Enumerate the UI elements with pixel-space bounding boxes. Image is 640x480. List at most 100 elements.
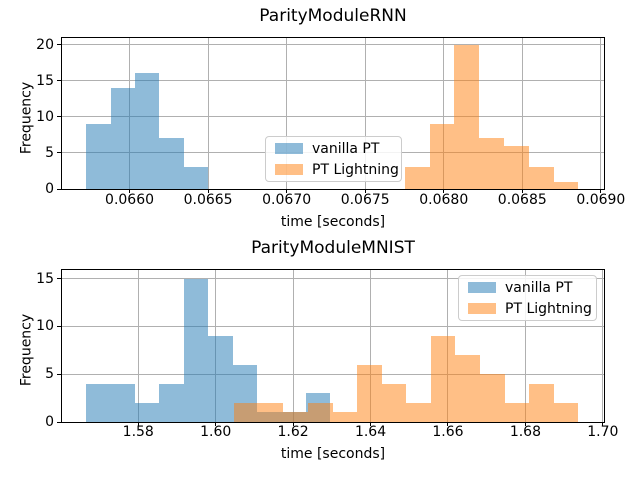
x-tick	[137, 422, 139, 426]
x-gridline	[521, 38, 523, 189]
x-tick	[602, 422, 604, 426]
legend-swatch-icon	[468, 282, 496, 293]
x-tick	[292, 422, 294, 426]
histogram-bar	[430, 335, 456, 422]
histogram-bar	[86, 123, 111, 189]
histogram-bar	[134, 402, 160, 422]
histogram-bar	[503, 145, 529, 189]
legend-swatch-icon	[468, 303, 496, 314]
histogram-bar	[429, 123, 455, 189]
legend-item: PT Lightning	[275, 162, 399, 178]
histogram-bar	[528, 167, 554, 189]
chart-title: ParityModuleRNN	[259, 6, 407, 26]
legend: vanilla PT PT Lightning	[265, 136, 402, 182]
y-tick-label: 5	[45, 144, 54, 161]
legend-label: PT Lightning	[312, 161, 399, 178]
x-tick-label: 0.0660	[105, 192, 155, 208]
x-tick	[370, 422, 372, 426]
histogram-bar	[529, 383, 554, 422]
legend: vanilla PT PT Lightning	[458, 275, 597, 321]
y-gridline	[62, 116, 604, 118]
histogram-bar	[208, 335, 233, 422]
y-tick-label: 0	[45, 414, 54, 430]
x-gridline	[443, 38, 445, 189]
histogram-bar	[454, 44, 480, 189]
histogram-bar	[283, 412, 308, 422]
x-tick	[521, 189, 523, 193]
x-tick-label: 0.0680	[419, 192, 469, 208]
histogram-bar	[553, 402, 579, 422]
histogram-bar	[110, 383, 135, 422]
y-tick-label: 20	[36, 36, 54, 53]
legend-item: vanilla PT	[468, 280, 587, 296]
histogram-bar	[357, 364, 382, 422]
x-tick-label: 0.0675	[340, 192, 390, 208]
x-tick-label: 1.62	[277, 424, 309, 440]
histogram-bar	[159, 383, 184, 422]
legend-item: PT Lightning	[468, 301, 592, 317]
legend-swatch-icon	[275, 143, 303, 154]
x-gridline	[602, 270, 604, 422]
histogram-bar	[307, 402, 333, 422]
y-tick	[57, 44, 61, 45]
histogram-bar	[479, 138, 504, 189]
x-tick-label: 0.0690	[576, 192, 626, 208]
x-tick	[443, 189, 445, 193]
histogram-bar	[86, 383, 111, 422]
x-tick-label: 0.0665	[183, 192, 233, 208]
y-tick-label: 5	[45, 366, 54, 383]
x-gridline	[364, 38, 366, 189]
x-gridline	[600, 38, 602, 189]
y-gridline	[62, 44, 604, 45]
plot-area	[61, 37, 605, 190]
histogram-bar	[404, 167, 430, 189]
x-tick-label: 1.58	[122, 424, 154, 440]
histogram-bar	[134, 73, 160, 189]
x-axis-label: time [seconds]	[280, 446, 386, 462]
x-tick	[207, 189, 209, 193]
chart-title: ParityModuleMNIST	[251, 238, 415, 258]
x-gridline	[524, 270, 526, 422]
x-tick-label: 1.66	[432, 424, 464, 440]
y-tick	[57, 80, 61, 82]
x-tick	[364, 189, 366, 193]
x-tick-label: 0.0670	[262, 192, 312, 208]
y-gridline	[62, 80, 604, 82]
histogram-bar	[381, 383, 407, 422]
x-gridline	[137, 270, 139, 422]
y-tick	[57, 152, 61, 154]
y-tick-label: 15	[36, 270, 54, 287]
x-tick-label: 1.70	[587, 424, 619, 440]
histogram-bar	[479, 374, 505, 422]
histogram-bar	[258, 402, 284, 422]
histogram-bar	[183, 167, 209, 189]
histogram-bar	[504, 402, 530, 422]
legend-label: PT Lightning	[505, 300, 592, 317]
histogram-bar	[406, 402, 431, 422]
x-tick	[524, 422, 526, 426]
legend-item: vanilla PT	[275, 141, 392, 157]
x-tick-label: 1.64	[354, 424, 387, 440]
x-tick-label: 1.60	[200, 424, 232, 440]
x-gridline	[292, 270, 294, 422]
histogram-bar	[234, 402, 259, 422]
y-gridline	[62, 373, 604, 375]
x-gridline	[207, 38, 209, 189]
y-tick-label: 0	[45, 181, 54, 197]
histogram-bar	[110, 87, 135, 189]
y-tick-label: 10	[36, 108, 54, 125]
y-tick	[57, 116, 61, 118]
y-tick-label: 10	[36, 318, 54, 335]
histogram-bar	[455, 355, 480, 422]
legend-swatch-icon	[275, 164, 303, 175]
y-gridline	[62, 278, 604, 280]
x-tick	[215, 422, 217, 426]
x-tick	[129, 189, 131, 193]
x-axis-label: time [seconds]	[280, 214, 386, 230]
x-tick	[286, 189, 288, 193]
x-gridline	[370, 270, 372, 422]
x-gridline	[286, 38, 288, 189]
